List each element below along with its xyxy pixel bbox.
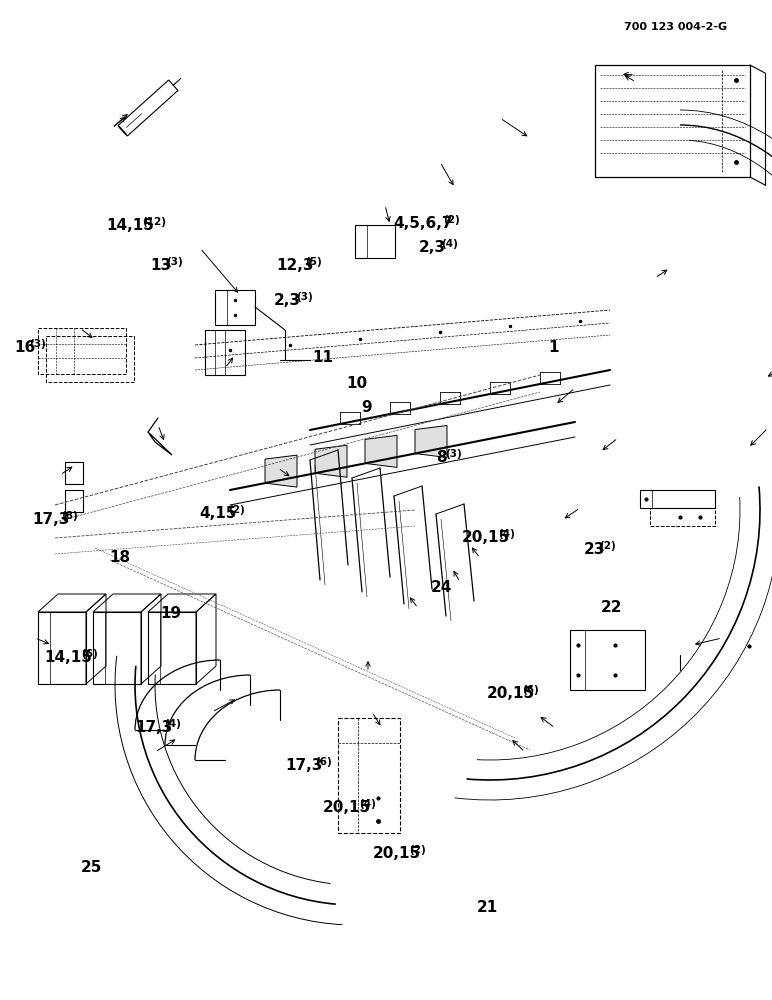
Text: (3): (3) (166, 257, 183, 267)
Text: (2): (2) (443, 215, 460, 225)
Text: (4): (4) (441, 239, 458, 249)
Text: 18: 18 (110, 550, 130, 565)
Text: 4,15: 4,15 (199, 506, 236, 521)
Text: 20,15: 20,15 (462, 530, 510, 545)
Text: 24: 24 (431, 580, 452, 595)
Text: 2,3: 2,3 (274, 293, 301, 308)
Text: (4): (4) (359, 799, 375, 809)
Text: (2): (2) (409, 845, 425, 855)
Text: 9: 9 (361, 400, 372, 415)
Text: 10: 10 (346, 376, 367, 391)
Text: (3): (3) (29, 339, 46, 349)
Text: 700 123 004-2-G: 700 123 004-2-G (624, 22, 727, 32)
Text: 20,15: 20,15 (486, 686, 534, 701)
Text: (6): (6) (81, 649, 97, 659)
Text: (6): (6) (523, 685, 539, 695)
Text: 2,3: 2,3 (418, 240, 445, 255)
Text: 12,3: 12,3 (276, 258, 314, 273)
Text: 16: 16 (14, 340, 36, 355)
Text: 13: 13 (151, 258, 171, 273)
Text: (3): (3) (296, 292, 313, 302)
Text: (8): (8) (62, 511, 79, 521)
Text: 17,3: 17,3 (135, 720, 172, 735)
Text: 14,15: 14,15 (107, 218, 154, 233)
Text: (6): (6) (315, 757, 332, 767)
Polygon shape (265, 455, 297, 487)
Polygon shape (415, 426, 447, 458)
Text: (4): (4) (498, 529, 514, 539)
Text: 8: 8 (436, 450, 447, 465)
Text: 20,15: 20,15 (373, 846, 421, 861)
Text: (3): (3) (445, 449, 462, 459)
Polygon shape (315, 445, 347, 477)
Text: (2): (2) (229, 505, 245, 515)
Text: (2): (2) (599, 541, 616, 551)
Text: 22: 22 (601, 600, 622, 615)
Text: 19: 19 (161, 606, 181, 621)
Text: 1: 1 (548, 340, 559, 355)
Text: 23: 23 (584, 542, 605, 557)
Text: 17,3: 17,3 (32, 512, 69, 527)
Text: 21: 21 (477, 900, 499, 915)
Text: 14,15: 14,15 (45, 650, 93, 665)
Text: 17,3: 17,3 (286, 758, 323, 773)
Text: 20,15: 20,15 (323, 800, 371, 815)
Text: 4,5,6,7: 4,5,6,7 (394, 216, 453, 231)
Text: 11: 11 (313, 350, 334, 365)
Text: (12): (12) (143, 217, 167, 227)
Text: 25: 25 (81, 860, 103, 875)
Text: (5): (5) (306, 257, 323, 267)
Text: (4): (4) (164, 719, 181, 729)
Polygon shape (365, 435, 397, 467)
